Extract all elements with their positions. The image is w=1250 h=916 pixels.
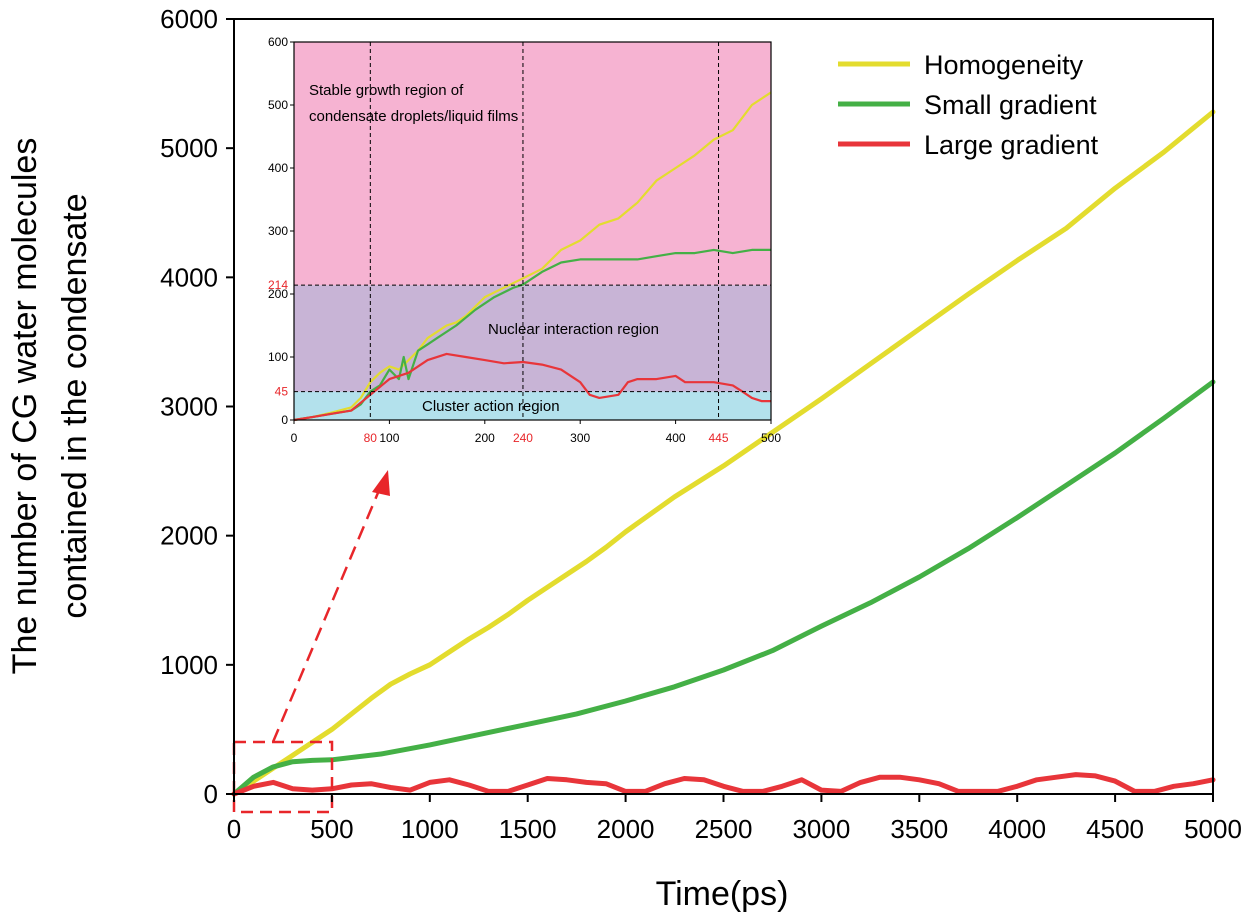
inset-y-tick-label-0: 0 [281,413,288,427]
inset-red-x-label-2: 445 [709,431,729,445]
main-series-line-2 [231,772,1216,797]
region-label-stable-2: condensate droplets/liquid films [309,108,518,125]
inset-region-1 [294,285,771,392]
inset-x-tick-label-1: 100 [379,431,399,445]
inset-regions [294,42,771,420]
inset-x-tick-label-0: 0 [291,431,298,445]
y-tick-label-1: 1000 [160,650,218,680]
zoom-arrow-line [271,487,382,743]
y-tick-label-2: 2000 [160,521,218,551]
y-axis-title-line-1: The number of CG water molecules [6,138,44,675]
x-tick-label-9: 4500 [1086,814,1144,844]
legend-label-2: Large gradient [924,130,1099,160]
x-tick-label-2: 1000 [401,814,459,844]
inset-x-tick-label-3: 300 [570,431,590,445]
inset-series-line-1 [293,248,771,422]
x-tick-label-7: 3500 [890,814,948,844]
inset-chart: 0 100 200 300 400 500 0 100 200 300 400 500 600 80 240… [268,35,781,445]
x-tick-label-3: 1500 [499,814,557,844]
y-tick-label-6: 6000 [160,4,218,34]
inset-y-tick-label-5: 500 [268,98,288,112]
zoom-box [232,740,334,814]
inset-y-tick-label-3: 300 [268,224,288,238]
inset-y-tick-label-2: 200 [268,287,288,301]
inset-red-x-label-1: 240 [513,431,533,445]
y-tick-label-5: 5000 [160,133,218,163]
inset-region-0 [294,391,771,420]
x-tick-label-10: 5000 [1184,814,1242,844]
x-tick-label-6: 3000 [792,814,850,844]
inset-x-tick-label-5: 500 [761,431,781,445]
y-tick-label-4: 4000 [160,262,218,292]
x-tick-label-4: 2000 [597,814,655,844]
inset-series-group [293,91,772,422]
inset-region-2 [294,42,771,286]
x-tick-label-1: 500 [310,814,353,844]
x-tick-label-0: 0 [227,814,241,844]
inset-red-x-label-0: 80 [364,431,378,445]
x-axis-title: Time(ps) [656,875,789,913]
inset-x-tick-label-4: 400 [666,431,686,445]
main-series-line-1 [231,379,1216,797]
region-label-stable-1: Stable growth region of [309,82,464,99]
inset-y-tick-label-6: 600 [268,35,288,49]
inset-axes: 0 100 200 300 400 500 0 100 200 300 400 500 600 80 240… [268,35,781,445]
y-tick-label-3: 3000 [160,392,218,422]
region-label-nuclear: Nuclear interaction region [488,321,659,338]
y-axis-title-line-2: contained in the condensate [56,193,94,618]
inset-red-y-label-1: 214 [268,278,288,292]
x-tick-label-8: 4000 [988,814,1046,844]
main-series-group [231,109,1216,797]
inset-series-line-0 [293,91,772,422]
main-series-line-0 [231,109,1216,797]
inset-red-y-label-0: 45 [275,385,289,399]
legend-label-0: Homogeneity [924,50,1084,80]
x-tick-label-5: 2500 [695,814,753,844]
inset-y-tick-label-1: 100 [268,350,288,364]
legend-label-1: Small gradient [924,90,1097,120]
zoom-arrow-head [372,470,390,496]
y-tick-label-0: 0 [204,779,218,809]
inset-series-line-2 [293,352,771,422]
inset-x-tick-label-2: 200 [475,431,495,445]
inset-guides [294,42,771,420]
legend: Homogeneity Small gradient Large gradient [838,50,1099,160]
region-label-cluster: Cluster action region [422,398,560,415]
inset-y-tick-label-4: 400 [268,161,288,175]
main-axes: 0 500 1000 1500 2000 2500 3000 3500 4000 4500 5000… [160,4,1242,844]
